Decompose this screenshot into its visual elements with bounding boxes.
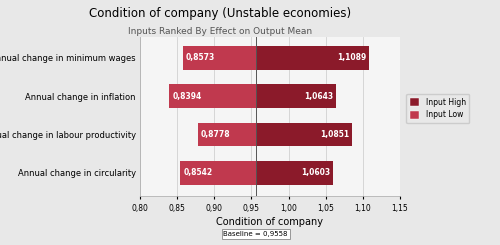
Text: Baseline = 0,9558: Baseline = 0,9558 <box>224 231 288 237</box>
Text: 1,0643: 1,0643 <box>304 92 334 101</box>
Bar <box>256 84 336 108</box>
Text: 0,8394: 0,8394 <box>172 92 202 101</box>
Text: Condition of company (Unstable economies): Condition of company (Unstable economies… <box>89 7 351 20</box>
Text: 0,8573: 0,8573 <box>186 53 215 62</box>
Text: 0,8778: 0,8778 <box>201 130 230 139</box>
Legend: Input High, Input Low: Input High, Input Low <box>406 94 470 123</box>
Text: 1,0603: 1,0603 <box>302 169 330 177</box>
Bar <box>180 161 256 185</box>
Text: 0,8542: 0,8542 <box>183 169 212 177</box>
Text: 1,0851: 1,0851 <box>320 130 349 139</box>
Bar <box>182 46 256 70</box>
Bar <box>256 123 352 147</box>
Text: Inputs Ranked By Effect on Output Mean: Inputs Ranked By Effect on Output Mean <box>128 27 312 36</box>
Bar <box>198 123 256 147</box>
X-axis label: Condition of company: Condition of company <box>216 217 324 227</box>
Bar <box>256 46 370 70</box>
Bar <box>256 161 334 185</box>
Text: 1,1089: 1,1089 <box>337 53 366 62</box>
Bar <box>170 84 256 108</box>
